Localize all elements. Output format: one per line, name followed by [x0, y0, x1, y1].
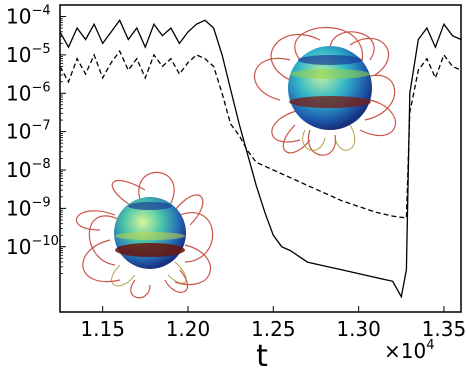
y-tick-label: 10−7 [6, 119, 51, 144]
x-tick-label: 1.25 [251, 317, 296, 341]
x-tick-label: 1.15 [80, 317, 125, 341]
y-tick-label: 10−9 [6, 195, 51, 220]
y-tick-label-base: 10 [6, 81, 31, 105]
y-tick-label-exponent: −10 [31, 234, 58, 249]
series-layer [60, 19, 461, 299]
series-line-solid [60, 19, 461, 299]
y-tick-label-base: 10 [6, 43, 31, 67]
x-tick-label: 1.20 [166, 317, 211, 341]
y-tick-label: 10−4 [6, 4, 51, 29]
y-tick-label-base: 10 [6, 158, 31, 182]
x-axis-ticks: 1.15 1.20 1.25 1.30 1.35 [80, 306, 466, 341]
x-multiplier-base: ×10 [384, 339, 426, 363]
y-tick-label-exponent: −9 [31, 195, 50, 210]
y-tick-label: 10−8 [6, 157, 51, 182]
y-axis-ticks: 10−410−510−610−710−810−910−10 [6, 4, 66, 274]
x-tick-label: 1.30 [336, 317, 381, 341]
x-multiplier-exponent: 4 [426, 338, 434, 353]
y-tick-label: 10−5 [6, 42, 51, 67]
y-tick-label-exponent: −7 [31, 119, 50, 134]
y-tick-label-exponent: −8 [31, 157, 50, 172]
series-line-dashed [60, 49, 461, 219]
inset-image-bottom-left [76, 171, 214, 299]
x-tick-label: 1.35 [422, 317, 466, 341]
inset-image-top-right [253, 27, 397, 156]
y-tick-label-exponent: −5 [31, 42, 50, 57]
y-tick-label: 10−6 [6, 80, 51, 105]
y-tick-label-base: 10 [6, 5, 31, 29]
y-tick-label-exponent: −6 [31, 80, 50, 95]
y-tick-label: 10−10 [6, 234, 59, 259]
x-axis-multiplier: ×104 [384, 338, 435, 363]
x-axis-label: t [256, 339, 268, 372]
y-tick-label-base: 10 [6, 120, 31, 144]
y-tick-label-base: 10 [6, 196, 31, 220]
y-tick-label-base: 10 [6, 235, 31, 259]
y-tick-label-exponent: −4 [31, 4, 50, 19]
